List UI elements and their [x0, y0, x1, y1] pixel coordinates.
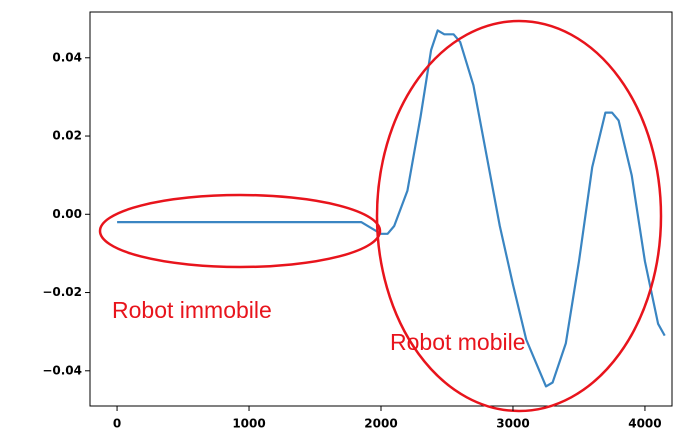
y-tick-label: 0.04 — [52, 50, 82, 64]
annotation: Robot immobile — [112, 297, 272, 323]
highlight-ellipse — [375, 19, 663, 413]
plot-frame — [89, 11, 673, 407]
annotation: Robot mobile — [390, 329, 526, 355]
y-tick-label: 0.02 — [52, 129, 82, 143]
y-tick-label: −0.04 — [42, 363, 82, 377]
x-tick-label: 1000 — [232, 417, 265, 431]
y-tick-label: 0.00 — [52, 207, 82, 221]
highlight-ellipse — [98, 193, 382, 269]
x-tick-label: 3000 — [496, 417, 529, 431]
x-tick-label: 4000 — [628, 417, 661, 431]
y-tick-label: −0.02 — [42, 285, 82, 299]
x-tick-label: 2000 — [364, 417, 397, 431]
x-tick-label: 0 — [113, 417, 121, 431]
